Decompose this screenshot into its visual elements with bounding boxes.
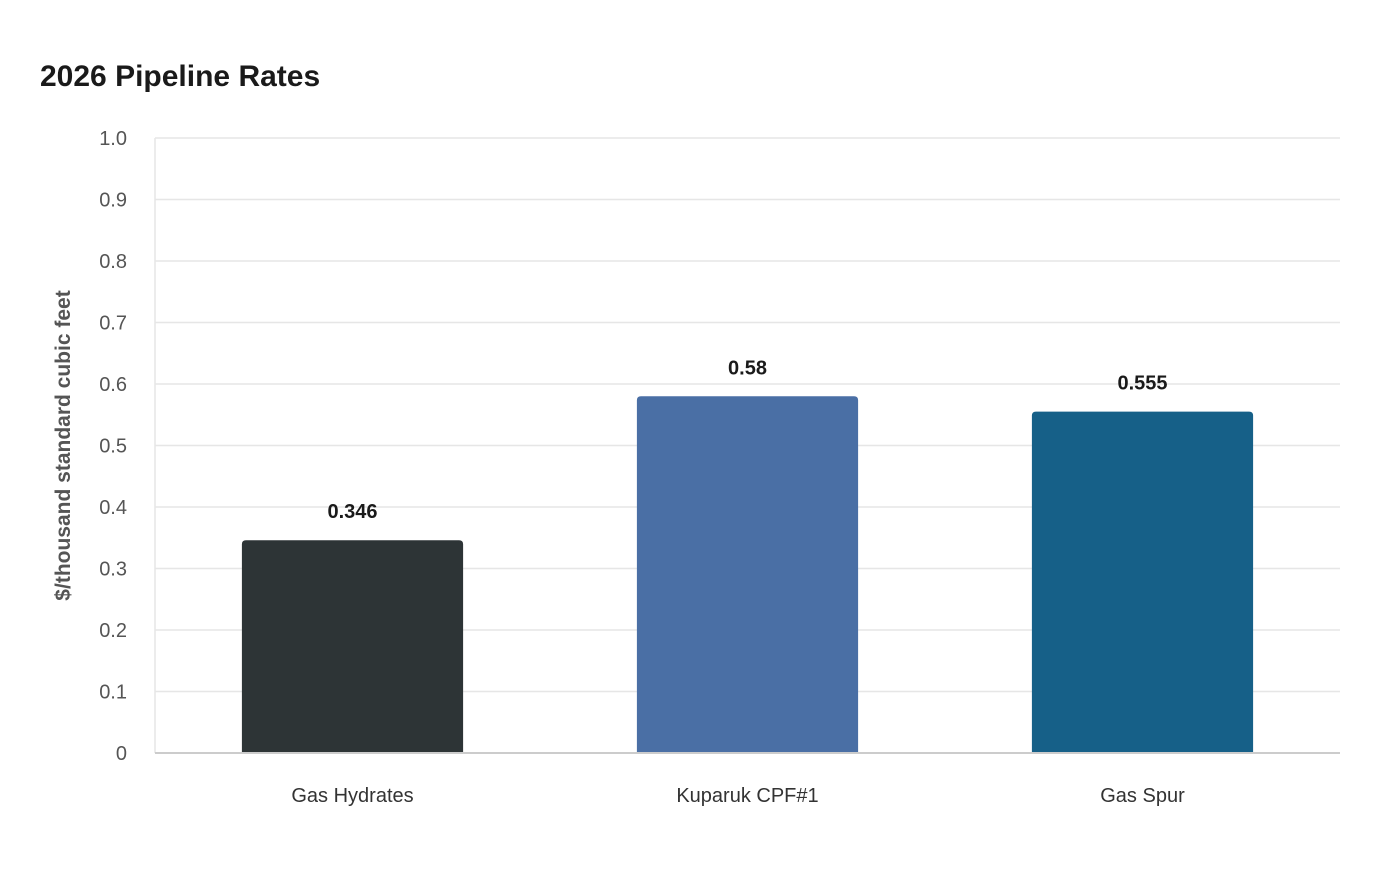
chart-title: 2026 Pipeline Rates	[40, 60, 321, 93]
y-tick-label: 1.0	[99, 128, 127, 150]
x-category-label: Gas Hydrates	[291, 785, 413, 807]
bar-value-label: 0.346	[327, 501, 377, 523]
y-tick-label: 0.8	[99, 251, 127, 273]
x-category-label: Kuparuk CPF#1	[676, 785, 818, 807]
bar	[1031, 411, 1254, 753]
x-category-label: Gas Spur	[1100, 785, 1185, 807]
bar-value-label: 0.555	[1117, 373, 1167, 395]
y-tick-label: 0.1	[99, 682, 127, 704]
y-tick-label: 0.2	[99, 620, 127, 642]
bar-value-label: 0.58	[728, 357, 767, 379]
y-tick-label: 0.9	[99, 190, 127, 212]
y-tick-label: 0.5	[99, 436, 127, 458]
bar	[636, 396, 859, 753]
y-tick-label: 0.4	[99, 497, 127, 519]
bar	[241, 540, 464, 753]
y-tick-label: 0.6	[99, 374, 127, 396]
y-axis-title: $/thousand standard cubic feet	[52, 290, 75, 600]
y-tick-label: 0.3	[99, 559, 127, 581]
bars	[241, 396, 1254, 753]
value-labels: 0.346 0.58 0.555	[327, 357, 1167, 523]
y-axis-ticks: 0 0.1 0.2 0.3 0.4 0.5 0.6 0.7 0.8 0.9 1.0	[99, 128, 127, 765]
y-tick-label: 0.7	[99, 313, 127, 335]
y-tick-label: 0	[116, 743, 127, 765]
category-labels: Gas Hydrates Kuparuk CPF#1 Gas Spur	[291, 785, 1185, 807]
